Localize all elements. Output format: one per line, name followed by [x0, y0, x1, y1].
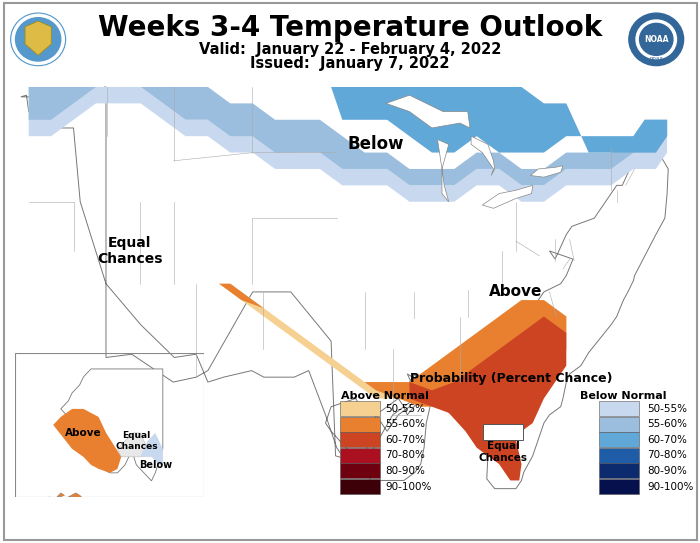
Text: 80-90%: 80-90% — [648, 466, 687, 476]
Bar — [598, 479, 638, 494]
Bar — [598, 432, 638, 447]
Bar — [340, 479, 379, 494]
Polygon shape — [46, 497, 53, 501]
Text: noaa: noaa — [650, 56, 663, 61]
Bar — [598, 416, 638, 432]
Polygon shape — [386, 95, 470, 128]
Text: 90-100%: 90-100% — [648, 482, 694, 491]
Text: 55-60%: 55-60% — [385, 419, 425, 429]
Text: Equal
Chances: Equal Chances — [479, 441, 528, 463]
Bar — [340, 416, 379, 432]
Bar — [340, 463, 379, 478]
Text: Equal
Chances: Equal Chances — [97, 236, 162, 266]
Polygon shape — [219, 283, 566, 407]
Polygon shape — [482, 185, 533, 209]
Text: 90-100%: 90-100% — [385, 482, 431, 491]
Text: 50-55%: 50-55% — [648, 403, 687, 414]
Text: Below: Below — [348, 135, 404, 153]
Circle shape — [629, 13, 684, 66]
Bar — [340, 432, 379, 447]
Text: Issued:  January 7, 2022: Issued: January 7, 2022 — [251, 56, 449, 71]
Polygon shape — [23, 509, 31, 513]
Polygon shape — [57, 493, 64, 497]
Text: Equal
Chances: Equal Chances — [115, 431, 158, 451]
Circle shape — [10, 13, 66, 66]
Text: Above Normal: Above Normal — [341, 391, 429, 401]
Text: Weeks 3-4 Temperature Outlook: Weeks 3-4 Temperature Outlook — [98, 14, 602, 42]
Circle shape — [15, 18, 61, 61]
Polygon shape — [34, 505, 42, 509]
Bar — [483, 425, 524, 439]
Text: Valid:  January 22 - February 4, 2022: Valid: January 22 - February 4, 2022 — [199, 42, 501, 58]
Polygon shape — [331, 87, 667, 153]
Bar — [340, 401, 379, 416]
Polygon shape — [118, 433, 148, 457]
Text: Below: Below — [139, 460, 172, 470]
Text: 55-60%: 55-60% — [648, 419, 687, 429]
Polygon shape — [29, 87, 667, 202]
Text: 70-80%: 70-80% — [385, 450, 425, 460]
Text: Above: Above — [65, 428, 101, 438]
Text: 70-80%: 70-80% — [648, 450, 687, 460]
Text: 50-55%: 50-55% — [385, 403, 425, 414]
Polygon shape — [410, 317, 566, 431]
Text: 60-70%: 60-70% — [648, 435, 687, 445]
Text: Above: Above — [489, 285, 542, 299]
Circle shape — [636, 20, 676, 59]
Polygon shape — [197, 283, 566, 399]
Text: 60-70%: 60-70% — [385, 435, 425, 445]
Polygon shape — [29, 87, 667, 185]
Text: NOAA: NOAA — [644, 35, 668, 44]
Circle shape — [12, 14, 64, 65]
Polygon shape — [25, 21, 51, 55]
Polygon shape — [136, 433, 163, 465]
Polygon shape — [531, 166, 563, 177]
Bar — [598, 463, 638, 478]
Bar — [598, 401, 638, 416]
Polygon shape — [471, 136, 495, 175]
Polygon shape — [69, 493, 82, 498]
Polygon shape — [53, 409, 121, 473]
Polygon shape — [61, 369, 163, 481]
Text: Probability (Percent Chance): Probability (Percent Chance) — [410, 372, 612, 385]
Bar — [598, 448, 638, 463]
Circle shape — [640, 23, 673, 55]
Text: Below Normal: Below Normal — [580, 391, 666, 401]
Bar — [340, 448, 379, 463]
Polygon shape — [21, 87, 668, 489]
Text: 80-90%: 80-90% — [385, 466, 425, 476]
Polygon shape — [438, 140, 449, 202]
Polygon shape — [438, 390, 522, 481]
